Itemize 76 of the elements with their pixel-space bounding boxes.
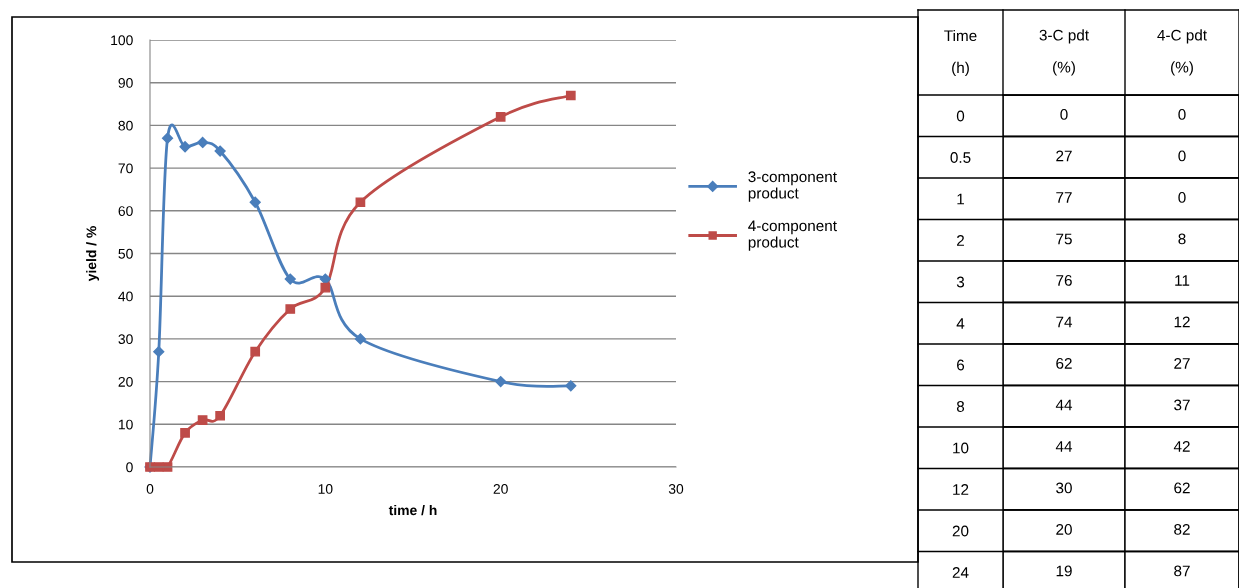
y-tick-label: 1 [957, 193, 964, 205]
y-axis-title: yield / % [86, 226, 100, 282]
y-tick-label: 0 [956, 110, 965, 122]
y-tick-label: 8 [956, 401, 965, 412]
x-tick-label: 10 [318, 484, 333, 494]
y-tick-label: 2 [957, 235, 964, 246]
point [214, 145, 226, 157]
y-tick-label: 0.5 [950, 152, 971, 163]
y-tick-label: 90 [118, 78, 133, 88]
y-tick-label: 70 [118, 163, 133, 174]
point [320, 282, 331, 293]
data-label: 0 [1178, 192, 1186, 203]
point [250, 346, 261, 357]
x-tick-label: 0 [146, 484, 154, 494]
data-label: 42 [1173, 441, 1190, 452]
y-tick-label: 6 [957, 359, 965, 371]
y-tick-label: 20 [118, 376, 133, 387]
point [354, 333, 367, 345]
data-label: 20 [1056, 524, 1072, 535]
data-label: 76 [1056, 275, 1072, 286]
data-label: 44 [1055, 441, 1073, 452]
point [179, 141, 191, 153]
y-tick-label: 30 [118, 334, 133, 345]
point [285, 304, 296, 314]
data-label: 27 [1056, 150, 1072, 162]
x-tick-label: 3-C pdt (%) [1039, 29, 1089, 76]
data-label: 75 [1056, 233, 1072, 245]
y-tick-label: 100 [111, 35, 133, 46]
y-tick-label: 12 [953, 484, 969, 495]
x-tick-label: 4-C pdt (%) [1157, 29, 1207, 76]
point [196, 136, 209, 149]
point [197, 415, 208, 425]
data-label: 0 [1178, 150, 1186, 162]
data-label: 87 [1174, 565, 1190, 577]
legend-label: 4-component product [748, 220, 837, 251]
data-label: 37 [1174, 399, 1190, 411]
point [215, 410, 225, 421]
y-tick-label: 3 [956, 276, 965, 288]
y-tick-label: 4 [956, 318, 965, 329]
point [355, 197, 366, 208]
data-label: 0 [1060, 109, 1068, 120]
data-label: 77 [1056, 192, 1072, 203]
x-axis-title: time / h [388, 504, 437, 516]
y-tick-label: 10 [118, 419, 133, 430]
y-tick-label: 60 [118, 206, 133, 216]
data-label: 12 [1174, 316, 1190, 328]
y-tick-label: 20 [952, 525, 969, 537]
point [495, 375, 507, 388]
data-label: 82 [1174, 524, 1190, 535]
data-label: 19 [1056, 565, 1072, 577]
data-label: 0 [1178, 109, 1186, 120]
y-tick-label: 24 [952, 567, 969, 578]
data-label: 8 [1178, 233, 1186, 245]
data-label: 62 [1174, 482, 1190, 494]
y-tick-label: 80 [118, 120, 133, 131]
x-tick-label: 20 [493, 484, 508, 494]
y-tick-label: 10 [953, 442, 969, 454]
x-tick-label: 30 [668, 484, 684, 494]
y-tick-label: 50 [118, 248, 133, 259]
data-label: 11 [1175, 275, 1190, 286]
data-label: 44 [1055, 399, 1073, 411]
y-tick-label: 0 [126, 462, 133, 473]
point [249, 196, 261, 208]
point [153, 346, 165, 358]
point [495, 111, 506, 122]
point [284, 273, 296, 285]
text: Time (h) [944, 29, 977, 77]
point [565, 90, 576, 101]
point [180, 427, 190, 438]
data-label: 74 [1056, 316, 1073, 328]
data-label: 62 [1056, 358, 1072, 369]
data-label: 27 [1174, 358, 1190, 369]
point [161, 132, 174, 144]
y-tick-label: 40 [118, 291, 133, 302]
point [565, 380, 577, 392]
legend-label: 3-component product [748, 171, 837, 202]
